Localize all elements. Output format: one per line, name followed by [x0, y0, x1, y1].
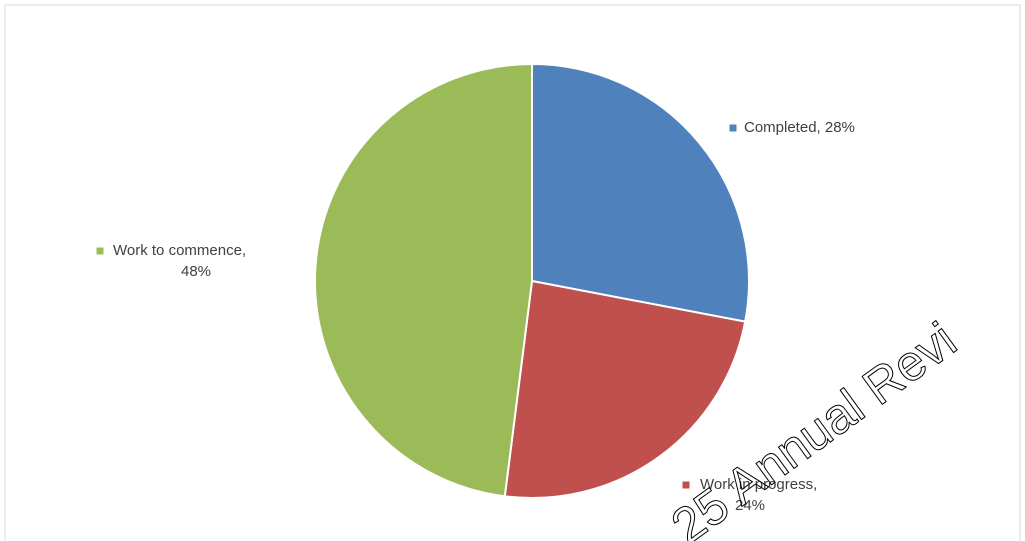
legend-marker	[96, 247, 104, 255]
chart-border	[4, 4, 1021, 541]
data-labels: Completed, 28% Work in progress, 24% Work …	[96, 119, 855, 514]
pie	[314, 62, 750, 499]
legend-marker	[729, 124, 737, 132]
pie-slice	[531, 62, 750, 323]
legend-marker	[682, 481, 690, 489]
data-label: Work in progress, 24%	[700, 476, 821, 514]
pie-slice	[314, 62, 533, 498]
data-label: Work to commence, 48%	[113, 242, 250, 280]
pie-slice	[503, 279, 747, 499]
data-label: Completed, 28%	[744, 119, 855, 136]
